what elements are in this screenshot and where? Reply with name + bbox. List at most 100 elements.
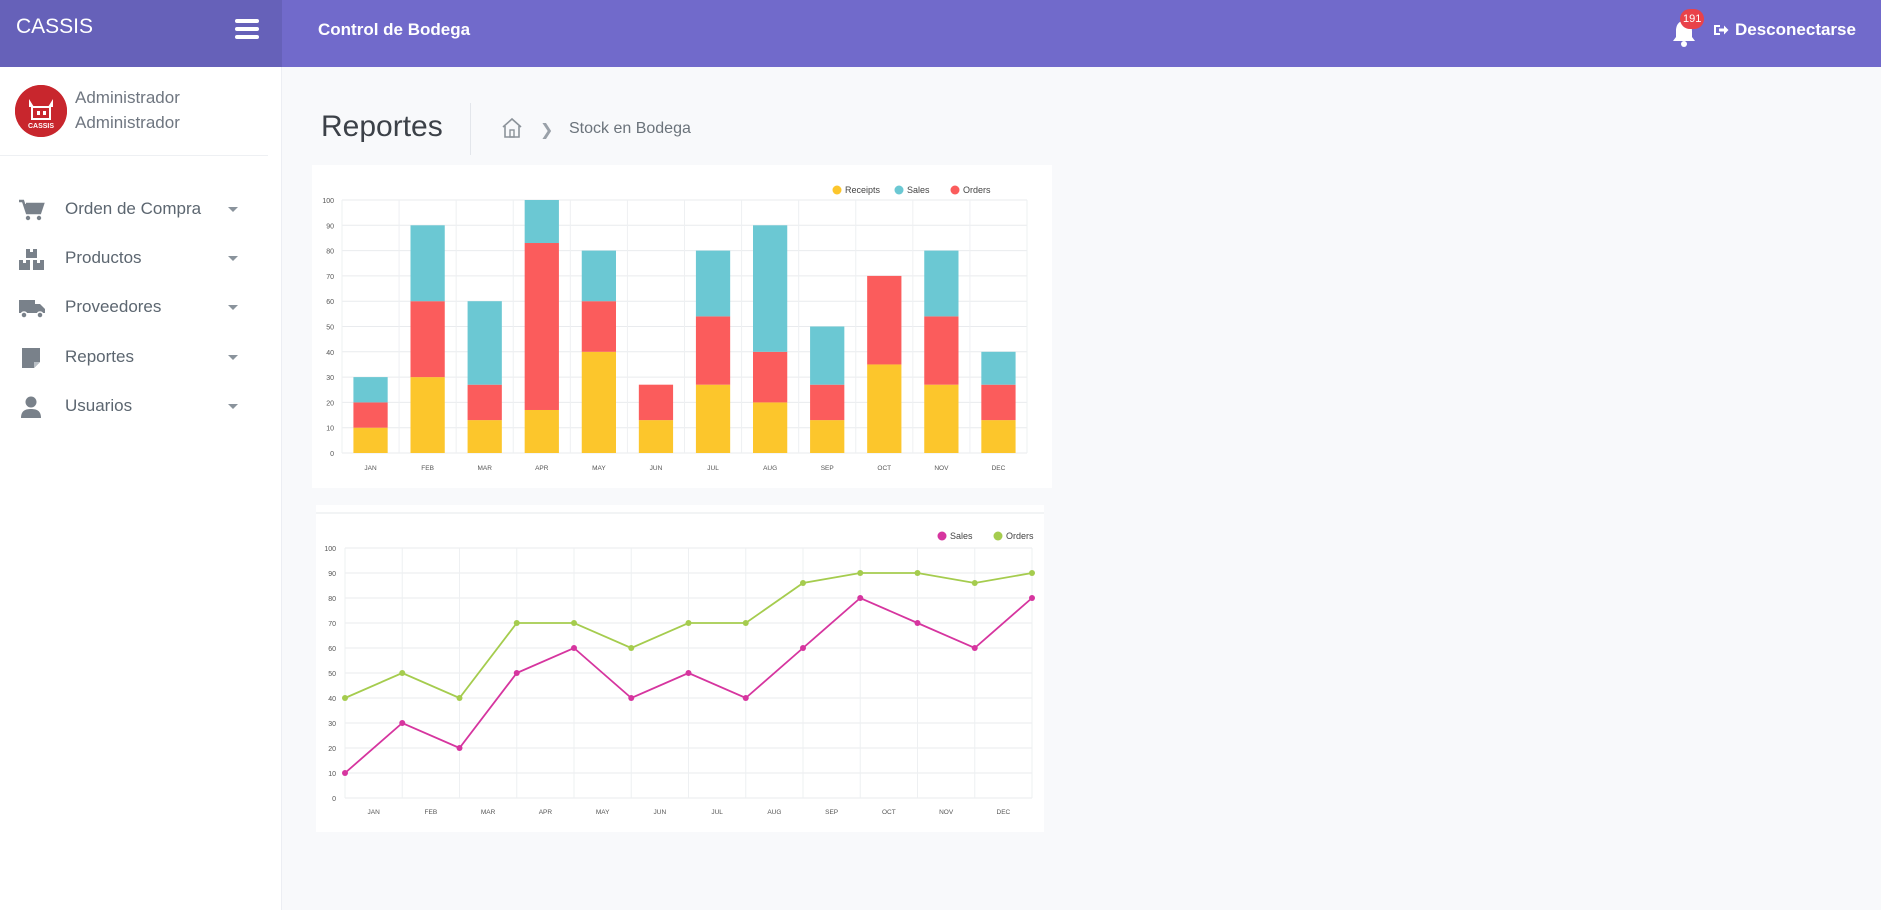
logout-button[interactable]: Desconectarse xyxy=(1713,20,1856,40)
legend-marker xyxy=(950,185,960,195)
x-tick-label: FEB xyxy=(421,465,434,472)
bar-segment-sales xyxy=(924,250,959,317)
data-point-orders xyxy=(971,580,978,586)
bar-segment-orders xyxy=(810,384,845,421)
bar-segment-receipts xyxy=(753,402,788,453)
bar-segment-sales xyxy=(353,377,388,403)
bar-segment-orders xyxy=(467,384,502,421)
x-tick-label: AUG xyxy=(767,809,781,816)
data-point-orders xyxy=(914,570,921,576)
logout-icon xyxy=(1714,25,1729,35)
data-point-orders xyxy=(456,695,463,701)
chevron-down-icon xyxy=(228,207,238,212)
data-point-orders xyxy=(342,695,348,701)
data-point-sales xyxy=(628,695,635,701)
chevron-down-icon xyxy=(228,256,238,261)
y-tick-label: 50 xyxy=(328,671,336,678)
sidebar-item-productos[interactable]: Productos xyxy=(0,234,268,284)
user-name: Administrador xyxy=(75,88,180,107)
y-tick-label: 0 xyxy=(330,451,334,458)
home-icon[interactable] xyxy=(500,116,524,140)
x-tick-label: JAN xyxy=(364,465,377,472)
y-tick-label: 70 xyxy=(328,621,336,628)
bar-segment-sales xyxy=(810,326,845,385)
y-tick-label: 30 xyxy=(328,721,336,728)
data-point-sales xyxy=(1029,595,1035,601)
data-point-orders xyxy=(685,620,692,626)
bar-segment-orders xyxy=(638,384,674,421)
y-tick-label: 0 xyxy=(332,796,336,803)
legend-label: Sales xyxy=(907,185,930,195)
bar-segment-sales xyxy=(753,225,788,352)
bar-segment-receipts xyxy=(410,377,445,453)
legend-label: Orders xyxy=(963,185,991,195)
y-tick-label: 20 xyxy=(328,746,336,753)
sidebar-item-reportes[interactable]: Reportes xyxy=(0,333,268,383)
sidebar-item-label: Usuarios xyxy=(65,396,133,415)
x-tick-label: FEB xyxy=(425,809,438,816)
bar-segment-receipts xyxy=(467,420,502,453)
sidebar-item-proveedores[interactable]: Proveedores xyxy=(0,283,268,333)
bar-segment-sales xyxy=(467,301,502,385)
y-tick-label: 20 xyxy=(326,400,334,407)
legend-label: Orders xyxy=(1006,531,1034,541)
data-point-orders xyxy=(628,645,635,651)
bar-segment-orders xyxy=(524,243,559,410)
bar-segment-receipts xyxy=(581,351,616,453)
data-point-sales xyxy=(857,595,864,601)
y-tick-label: 40 xyxy=(328,696,336,703)
bar-segment-sales xyxy=(524,200,559,244)
top-bar: CASSIS Control de Bodega 191 Desconectar… xyxy=(0,0,1881,67)
y-tick-label: 60 xyxy=(326,299,334,306)
bar-segment-orders xyxy=(753,351,788,403)
y-tick-label: 30 xyxy=(326,375,334,382)
data-point-sales xyxy=(971,645,978,651)
svg-text:CASSIS: CASSIS xyxy=(28,123,54,130)
data-point-orders xyxy=(800,580,806,586)
chevron-down-icon xyxy=(228,305,238,310)
bar-segment-sales xyxy=(410,225,445,302)
bar-segment-sales xyxy=(581,250,616,302)
x-tick-label: NOV xyxy=(934,465,949,472)
bar-segment-receipts xyxy=(638,420,674,453)
x-tick-label: DEC xyxy=(997,809,1011,816)
data-point-sales xyxy=(513,670,520,676)
report-icon xyxy=(22,348,40,368)
sidebar-item-usuarios[interactable]: Usuarios xyxy=(0,382,268,432)
chevron-down-icon xyxy=(228,404,238,409)
x-tick-label: JUL xyxy=(711,809,723,816)
legend-label: Sales xyxy=(950,531,973,541)
stacked-bar-chart-card: 0 10 20 30 40 50 60 70 80 90 100 JAN FEB MAR APR MAY JUN… xyxy=(312,165,1052,488)
menu-toggle-icon[interactable] xyxy=(235,19,259,41)
sidebar: CASSIS Administrador Administrador Orden… xyxy=(0,67,282,910)
legend-marker xyxy=(993,531,1003,541)
bar-segment-orders xyxy=(981,384,1016,421)
boxes-icon xyxy=(19,249,44,270)
bar-segment-orders xyxy=(353,402,388,428)
line-chart-card: 0 10 20 30 40 50 60 70 80 90 100 JAN FEB MAR APR MAY JUN… xyxy=(316,505,1044,832)
x-tick-label: JUL xyxy=(707,465,719,472)
legend-label: Receipts xyxy=(845,185,881,195)
data-point-sales xyxy=(800,645,806,651)
app-page-name: Control de Bodega xyxy=(318,20,471,39)
cassis-logo: CASSIS xyxy=(15,85,67,137)
bar-segment-receipts xyxy=(524,409,559,453)
x-tick-label: APR xyxy=(535,465,549,472)
brand-name[interactable]: CASSIS xyxy=(16,15,94,38)
data-point-sales xyxy=(399,720,406,726)
y-tick-label: 70 xyxy=(326,274,334,281)
user-icon xyxy=(21,396,41,418)
y-tick-label: 80 xyxy=(328,596,336,603)
avatar[interactable]: CASSIS xyxy=(15,85,67,137)
data-point-orders xyxy=(513,620,520,626)
y-tick-label: 10 xyxy=(326,426,334,433)
breadcrumb[interactable]: Stock en Bodega xyxy=(569,120,691,137)
notification-badge: 191 xyxy=(1680,9,1705,29)
data-point-orders xyxy=(1029,570,1035,576)
sidebar-item-orden-de-compra[interactable]: Orden de Compra xyxy=(0,185,268,235)
bar-segment-sales xyxy=(695,250,731,317)
y-tick-label: 80 xyxy=(326,249,334,256)
x-tick-label: SEP xyxy=(821,465,834,472)
bar-segment-receipts xyxy=(867,364,902,453)
bar-segment-orders xyxy=(695,316,731,385)
